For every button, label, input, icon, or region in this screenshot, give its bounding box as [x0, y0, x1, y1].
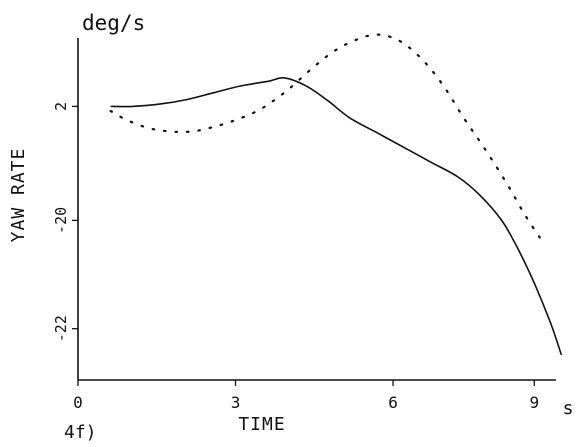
y-axis-title: YAW RATE [8, 148, 29, 243]
x-axis-title: TIME [238, 414, 285, 435]
x-unit-label: s [563, 398, 574, 419]
y-tick-label-2: -22 [52, 315, 70, 342]
series-group [109, 33, 563, 356]
tick-group: 0 3 6 9 2 -20 -22 [52, 102, 539, 412]
y-unit-label: deg/s [82, 11, 145, 35]
x-tick-label-2: 6 [388, 393, 398, 412]
series-line-solid [110, 76, 563, 356]
axes [77, 38, 556, 381]
y-tick-label-0: 2 [52, 102, 70, 111]
series-line-dotted [109, 33, 541, 239]
figure-label: 4f) [64, 422, 97, 443]
x-tick-label-1: 3 [231, 393, 241, 412]
y-tick-label-1: -20 [52, 207, 70, 234]
x-tick-label-3: 9 [529, 393, 539, 412]
x-tick-label-0: 0 [73, 393, 83, 412]
